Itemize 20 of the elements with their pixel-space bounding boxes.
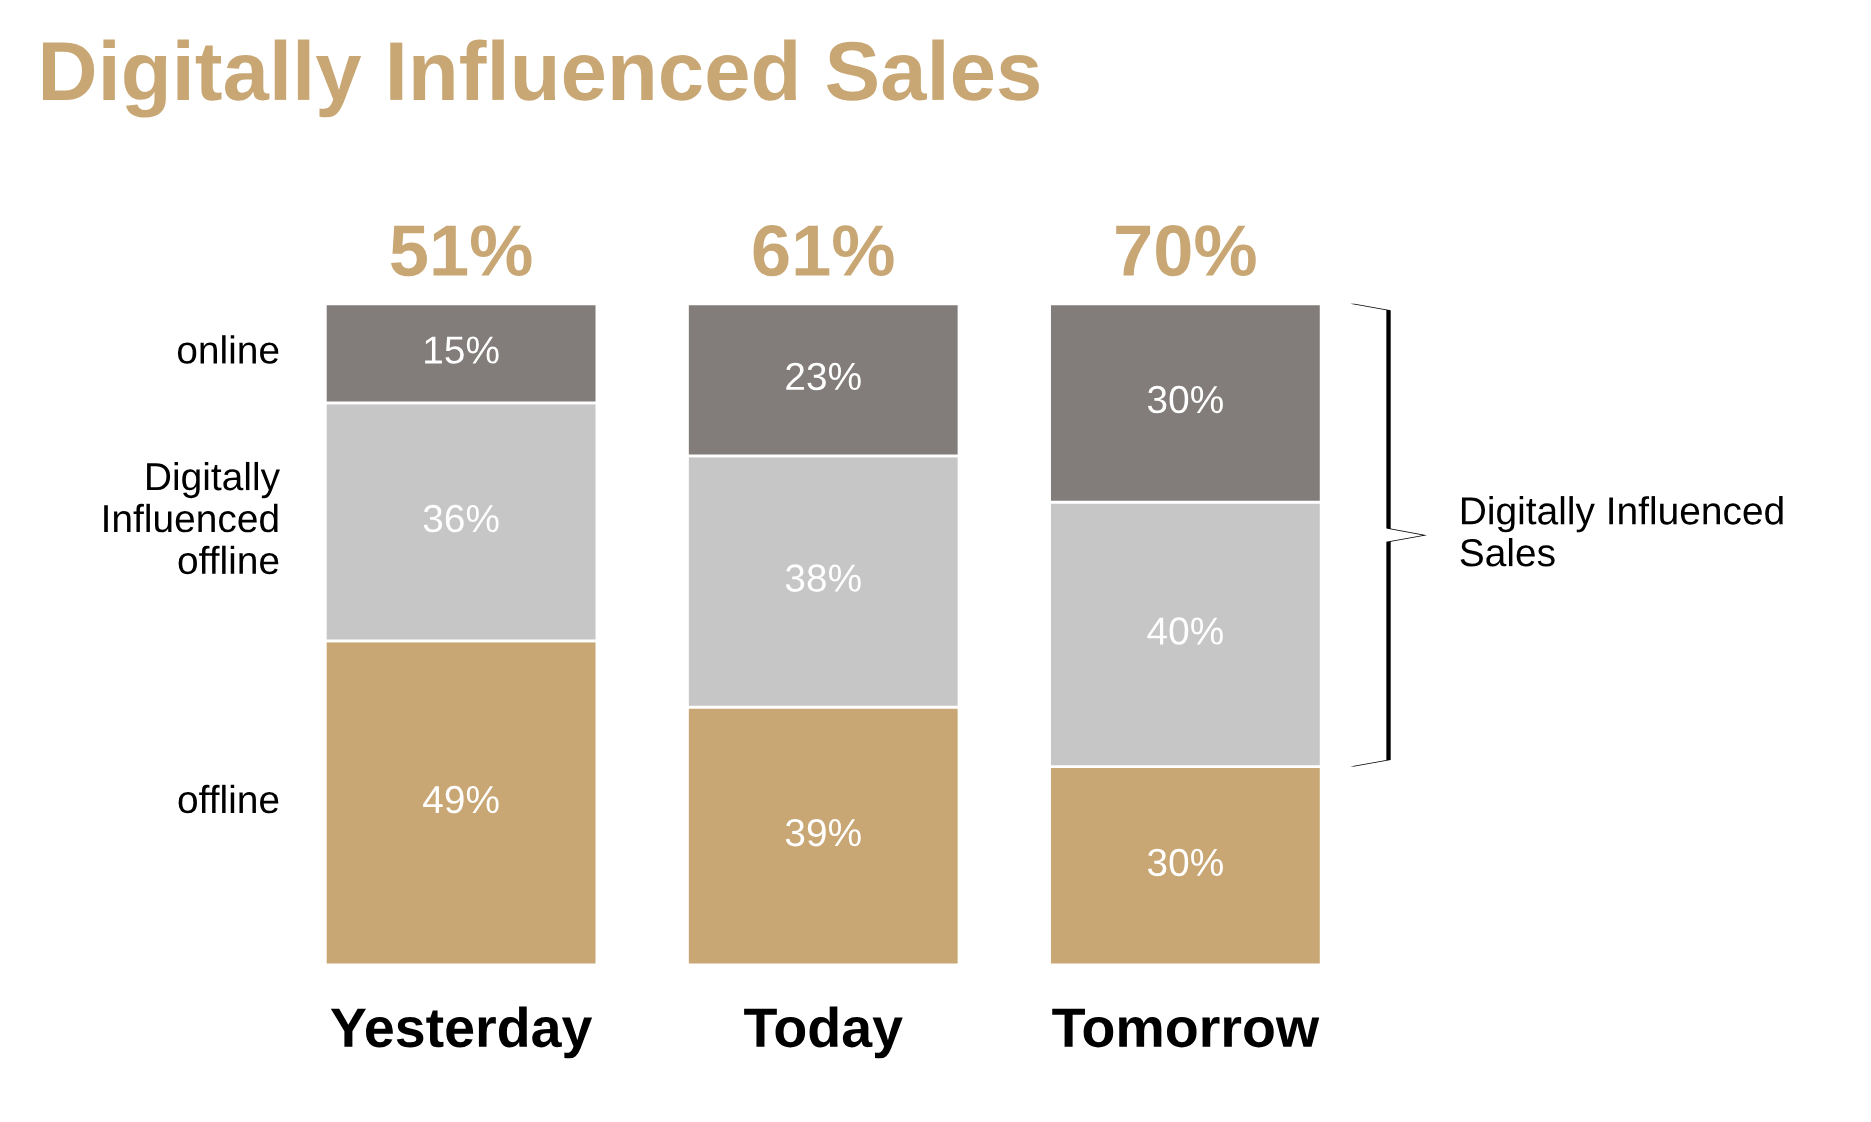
annotation: 51% bbox=[391, 225, 532, 277]
data-label: 38% bbox=[785, 564, 861, 592]
x-tick-label: Yesterday bbox=[330, 1006, 593, 1059]
data-label: 15% bbox=[425, 336, 499, 364]
data-label: 49% bbox=[423, 785, 499, 814]
data-label: 23% bbox=[786, 362, 861, 391]
annotation: 61% bbox=[753, 225, 894, 277]
series-label: offline bbox=[178, 784, 279, 814]
text: Digitally Influenced Sales bbox=[1460, 496, 1783, 567]
text: Digitally Influenced Sales bbox=[42, 39, 1039, 118]
annotation: 70% bbox=[1116, 225, 1256, 277]
series-label: Digitally Influenced offline bbox=[104, 461, 280, 575]
x-tick-label: Tomorrow bbox=[1052, 1008, 1320, 1048]
data-label: 39% bbox=[785, 818, 861, 847]
data-label: 40% bbox=[1147, 617, 1223, 645]
data-label: 36% bbox=[423, 504, 499, 533]
series-label: online bbox=[177, 335, 279, 364]
data-label: 30% bbox=[1147, 385, 1223, 414]
x-tick-label: Today bbox=[744, 1006, 903, 1059]
data-label: 30% bbox=[1147, 848, 1223, 877]
